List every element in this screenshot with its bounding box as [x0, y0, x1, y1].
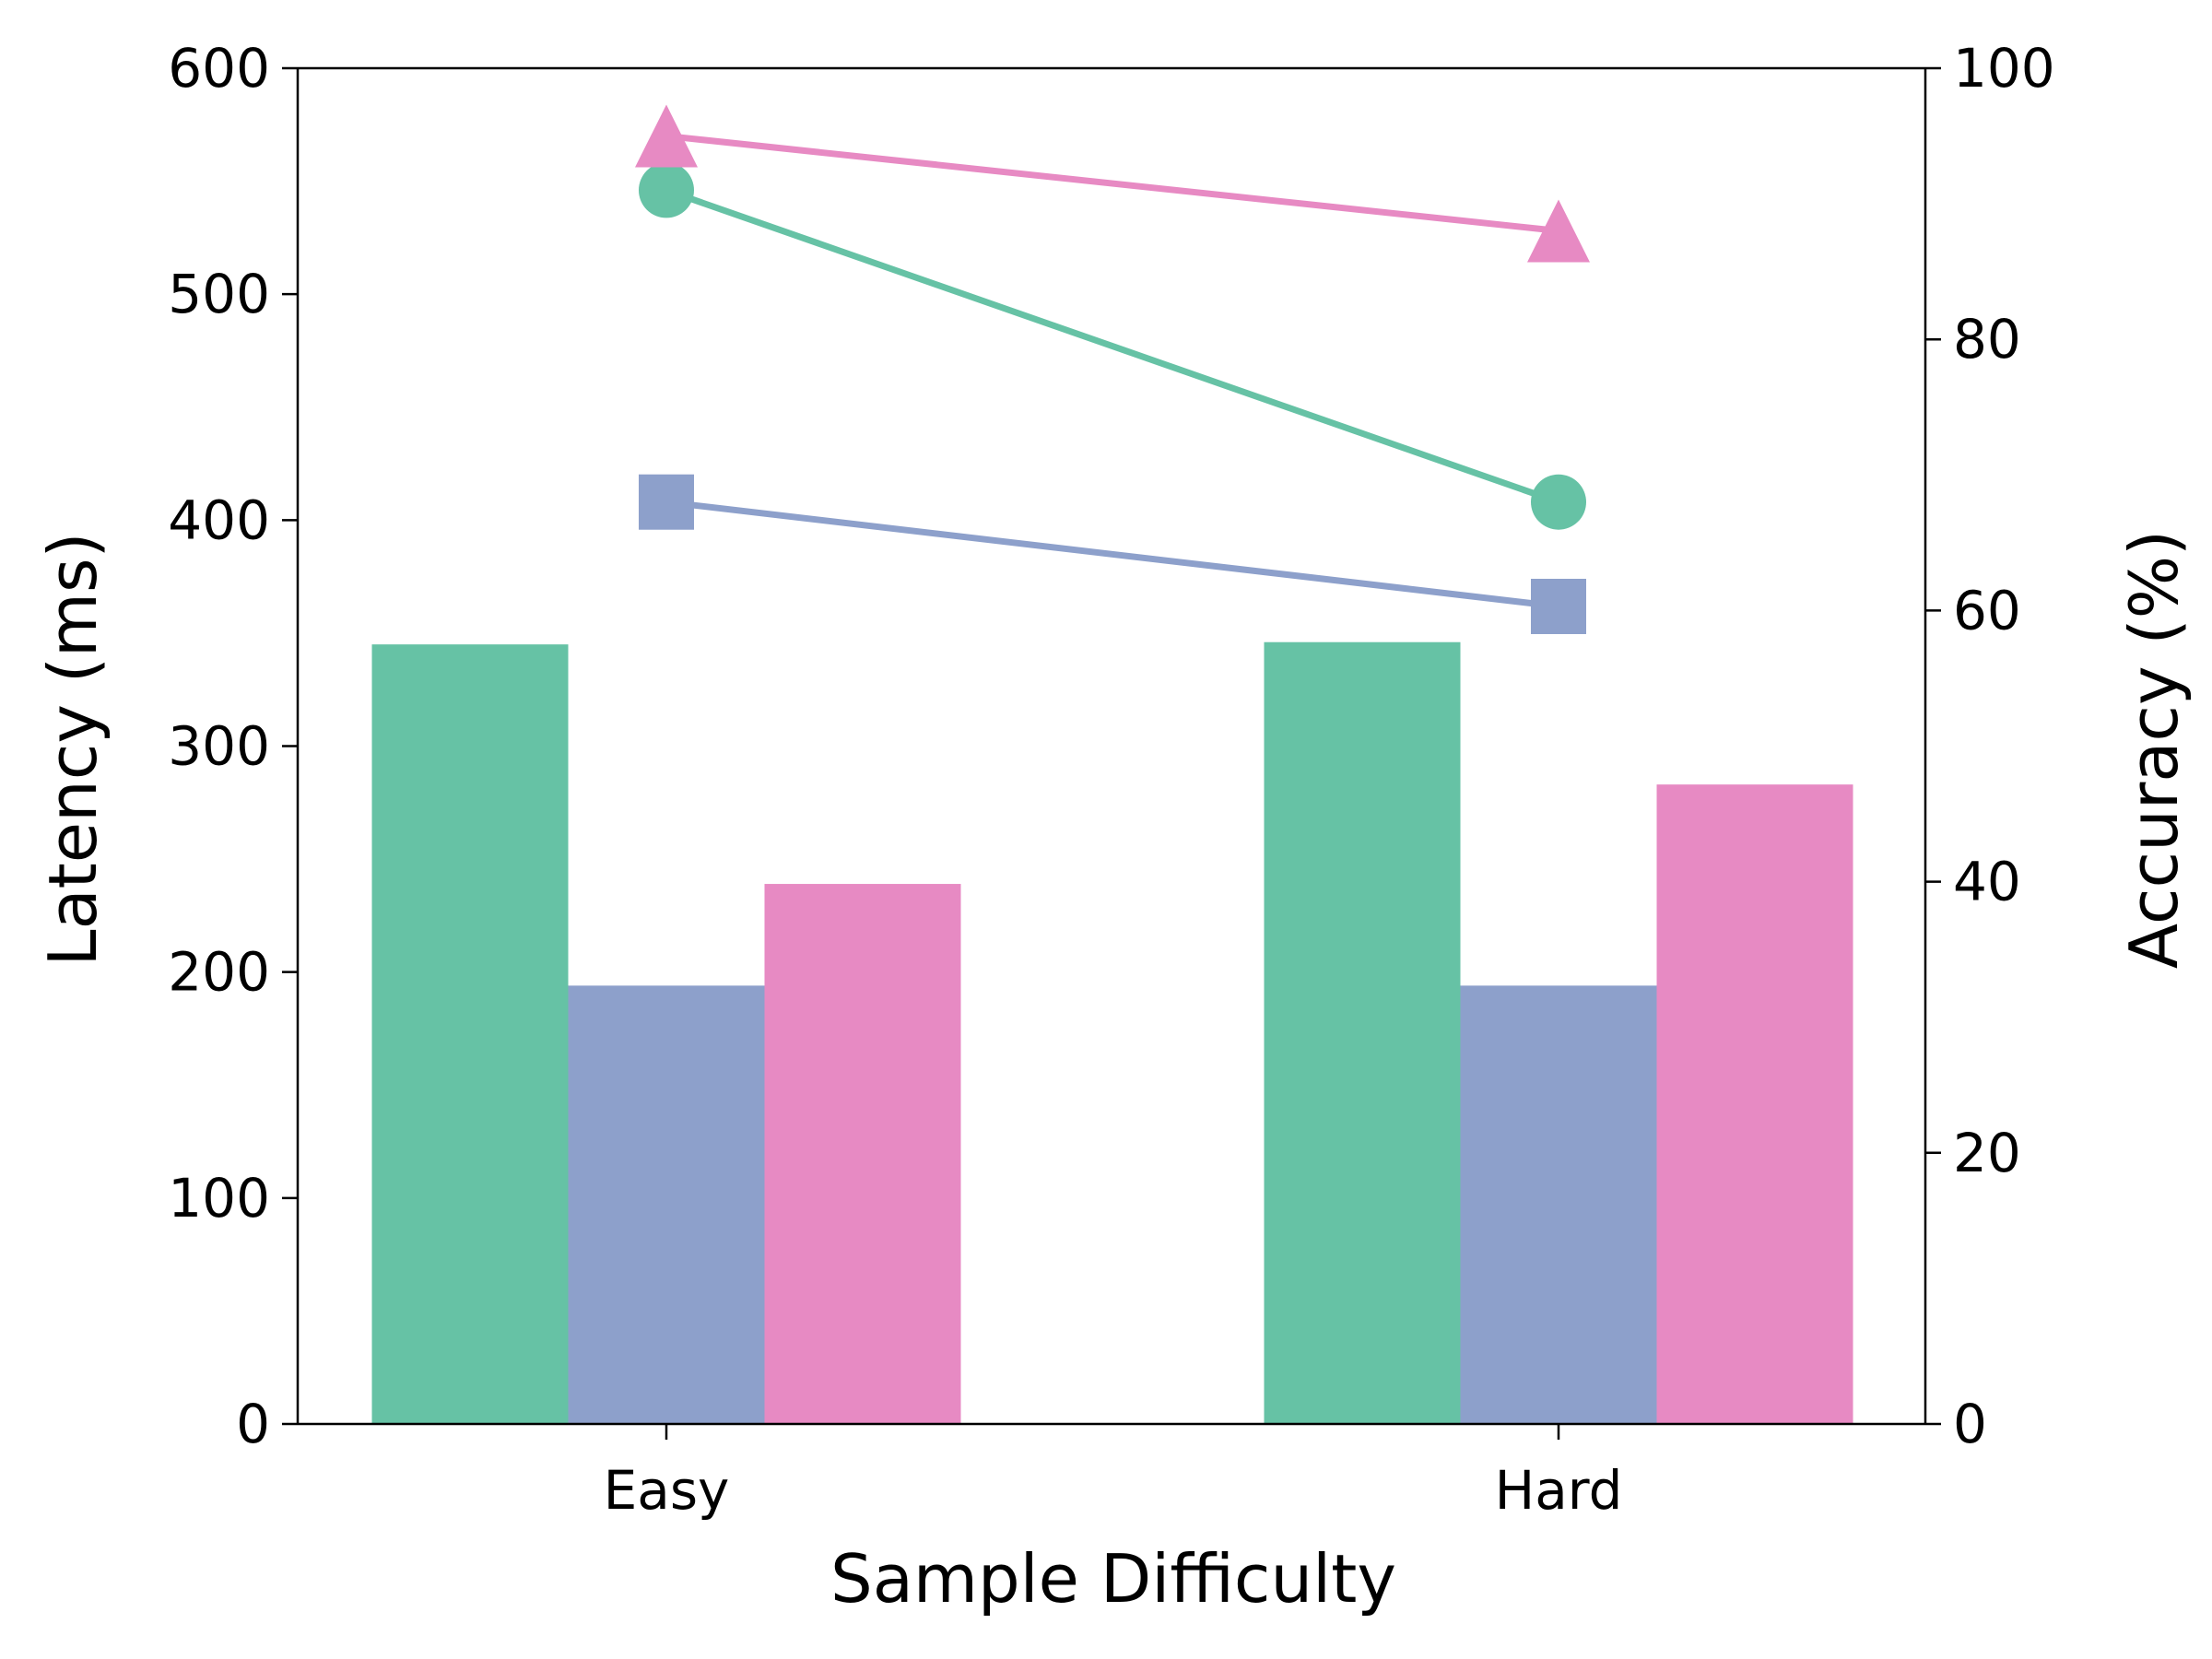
y2-axis-title: Accuracy (%)	[2115, 530, 2193, 969]
axes: 0 100 200 300 400 500 600 0 20 40 60 80 100 Easy Hard	[168, 37, 2054, 1522]
y-tick-label: 100	[168, 1167, 270, 1230]
y-tick-label: 0	[236, 1393, 270, 1455]
bar-layer	[371, 641, 1853, 1424]
x-axis-title: Sample Difficulty	[830, 1540, 1396, 1618]
x-tick-label: Hard	[1495, 1459, 1623, 1522]
y-tick-label: 300	[168, 715, 270, 778]
bar	[371, 644, 569, 1424]
bar	[1656, 784, 1853, 1424]
bar	[1264, 641, 1461, 1424]
y2-tick-label: 80	[1953, 308, 2021, 371]
bar	[764, 884, 961, 1424]
y2-tick-label: 60	[1953, 579, 2021, 641]
y2-tick-label: 20	[1953, 1122, 2021, 1184]
series-line	[665, 499, 1559, 610]
data-point-triangle	[635, 104, 698, 168]
series-line	[665, 187, 1560, 506]
y-tick-label: 200	[168, 941, 270, 1004]
data-point-square	[1531, 578, 1586, 634]
bar	[1460, 985, 1657, 1424]
data-point-circle	[1531, 474, 1586, 530]
y-tick-label: 400	[168, 488, 270, 551]
series-line	[665, 133, 1559, 235]
y2-tick-label: 40	[1953, 851, 2021, 913]
line-layer	[635, 104, 1590, 634]
x-tick-label: Easy	[604, 1459, 730, 1522]
data-point-square	[639, 474, 694, 530]
data-point-circle	[639, 162, 694, 218]
y-axis-title: Latency (ms)	[34, 532, 112, 966]
y2-tick-label: 100	[1953, 37, 2055, 100]
y-tick-label: 600	[168, 37, 270, 100]
bar	[568, 985, 765, 1424]
y-tick-label: 500	[168, 263, 270, 325]
data-point-triangle	[1527, 199, 1590, 263]
y2-tick-label: 0	[1953, 1393, 1987, 1455]
